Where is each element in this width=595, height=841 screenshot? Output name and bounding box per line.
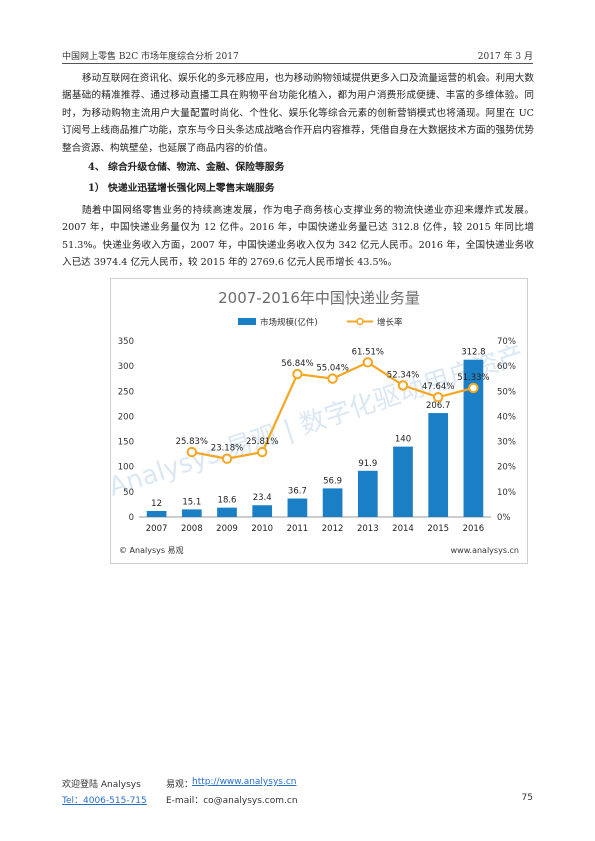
growth-point-2016 xyxy=(468,382,479,394)
bar-2015 xyxy=(428,413,449,517)
growth-label-2014: 52.34% xyxy=(387,370,419,380)
y-left-tick-label: 150 xyxy=(118,438,134,448)
y-left-tick-label: 300 xyxy=(118,362,134,372)
y-left-tick-label: 0 xyxy=(129,513,134,523)
bar-2012 xyxy=(322,488,343,517)
x-tick-label: 2009 xyxy=(216,524,238,534)
bar-label-2009: 18.6 xyxy=(218,496,237,506)
growth-point-2010 xyxy=(257,446,268,458)
y-right-tick-label: 70% xyxy=(497,337,516,347)
bar-2009 xyxy=(217,507,237,517)
y-right-tick-label: 40% xyxy=(497,412,516,422)
growth-label-2016: 51.33% xyxy=(457,373,489,383)
y-right-tick-label: 10% xyxy=(497,488,516,498)
x-tick-label: 2015 xyxy=(427,524,449,534)
bar-label-2008: 15.1 xyxy=(182,497,201,507)
bar-label-2013: 91.9 xyxy=(358,459,377,469)
growth-label-2010: 25.81% xyxy=(246,437,278,447)
growth-point-2015 xyxy=(433,392,444,403)
bar-2016 xyxy=(463,359,484,517)
bar-label-2016: 312.8 xyxy=(461,348,485,358)
growth-label-2013: 61.51% xyxy=(352,347,384,357)
x-tick-label: 2007 xyxy=(146,524,168,534)
page-number: 75 xyxy=(521,793,533,803)
x-tick-label: 2014 xyxy=(392,524,414,534)
chart-source-left: © Analysys 易观 xyxy=(119,546,184,555)
legend-line-label: 增长率 xyxy=(377,317,403,328)
x-tick-label: 2012 xyxy=(322,524,344,534)
y-right-tick-label: 50% xyxy=(497,387,516,397)
bar-2013 xyxy=(357,470,378,517)
bar-label-2007: 12 xyxy=(151,499,162,509)
growth-label-2015: 47.64% xyxy=(422,382,454,392)
growth-label-2011: 56.84% xyxy=(281,359,313,369)
footer-website-link[interactable]: http://www.analysys.cn xyxy=(192,777,297,787)
header-date: 2017 年 3 月 xyxy=(477,52,533,62)
growth-label-2008: 25.83% xyxy=(176,437,208,447)
bar-2007 xyxy=(146,510,167,517)
footer-email: E-mail：co@analysys.com.cn xyxy=(166,796,298,806)
chart-title: 2007-2016年中国快递业务量 xyxy=(218,289,420,307)
bar-label-2012: 56.9 xyxy=(323,476,342,486)
growth-point-2014 xyxy=(397,380,409,391)
y-left-tick-label: 50 xyxy=(123,488,134,498)
footer-welcome: 欢迎登陆 Analysys xyxy=(62,780,141,790)
y-right-tick-label: 60% xyxy=(497,362,516,372)
subsection-heading-1: 1） 快递业迅猛增长强化网上零售末端服务 xyxy=(88,183,275,194)
bar-label-2011: 36.7 xyxy=(288,487,307,497)
growth-point-2012 xyxy=(327,373,338,384)
y-left-tick-label: 200 xyxy=(118,412,134,422)
y-right-tick-label: 20% xyxy=(497,463,516,473)
header-title: 中国网上零售 B2C 市场年度综合分析 2017 xyxy=(62,52,239,62)
footer-tel-link[interactable]: Tel：4006-515-715 xyxy=(62,796,147,806)
chart-source-right: www.analysys.cn xyxy=(451,546,519,555)
footer-yiguan-label: 易观： xyxy=(166,780,194,790)
bar-2014 xyxy=(393,446,413,517)
growth-label-2009: 23.18% xyxy=(211,444,243,454)
bar-2008 xyxy=(181,509,202,517)
paragraph-mobile-shopping: 移动互联网在资讯化、娱乐化的多元移应用，也为移动购物领域提供更多入口及流量运营的… xyxy=(62,73,534,154)
growth-label-2012: 55.04% xyxy=(316,364,348,374)
legend-bar-swatch xyxy=(238,318,256,325)
bar-label-2015: 206.7 xyxy=(426,401,450,411)
bar-label-2010: 23.4 xyxy=(253,493,272,503)
growth-point-2009 xyxy=(221,453,233,464)
x-tick-label: 2013 xyxy=(357,524,379,534)
page-header: 中国网上零售 B2C 市场年度综合分析 2017 2017 年 3 月 xyxy=(62,49,533,64)
x-tick-label: 2010 xyxy=(251,524,273,534)
x-tick-label: 2011 xyxy=(287,524,309,534)
y-right-tick-label: 0% xyxy=(497,513,511,523)
bar-2010 xyxy=(252,505,273,517)
growth-point-2013 xyxy=(362,357,373,368)
legend-line-marker xyxy=(356,317,364,326)
x-tick-label: 2008 xyxy=(181,524,203,534)
y-right-tick-label: 30% xyxy=(497,438,516,448)
y-left-tick-label: 100 xyxy=(118,463,134,473)
bar-label-2014: 140 xyxy=(395,435,411,445)
chart-canvas: Analysys 易观 | 数字化驱动用户资产2007-2016年中国快递业务量… xyxy=(111,289,527,555)
growth-point-2008 xyxy=(186,446,198,458)
section-heading-4: 4、 综合升级仓储、物流、金融、保险等服务 xyxy=(88,162,285,173)
x-tick-label: 2016 xyxy=(463,524,485,534)
growth-point-2011 xyxy=(292,368,303,380)
legend-bar-label: 市场规模(亿件) xyxy=(260,317,318,328)
y-left-tick-label: 250 xyxy=(118,387,134,397)
y-left-tick-label: 350 xyxy=(118,337,134,347)
bar-2011 xyxy=(287,498,308,517)
paragraph-express-delivery: 随着中国网络零售业务的持续高速发展，作为电子商务核心支撑业务的物流快递业亦迎来爆… xyxy=(62,205,534,269)
express-volume-chart: Analysys 易观 | 数字化驱动用户资产 2007-2016年中国快递业务量… xyxy=(110,278,528,564)
